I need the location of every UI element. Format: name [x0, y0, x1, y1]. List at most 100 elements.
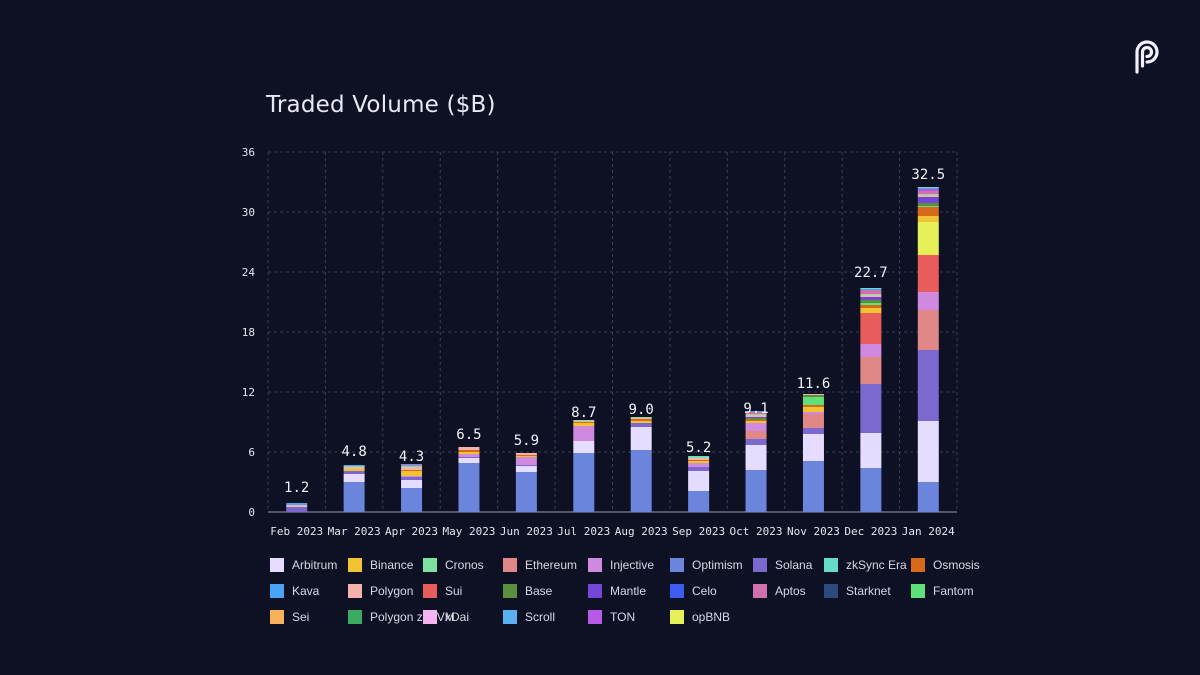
legend-swatch — [753, 584, 767, 598]
bar-segment-osmosis — [573, 422, 595, 423]
bar-segment-polygon — [688, 458, 710, 460]
legend-label: Fantom — [933, 584, 974, 598]
bar-segment-polygon — [401, 467, 423, 470]
legend-swatch — [423, 558, 437, 572]
bar-segment-binance — [573, 423, 595, 426]
bar-segment-polygon — [917, 195, 939, 197]
bar-segment-solana — [688, 467, 710, 471]
x-tick-label: Jun 2023 — [500, 525, 553, 538]
data-label-total: 9.0 — [629, 402, 654, 418]
bar-segment-polygon — [573, 421, 595, 422]
data-label-total: 32.5 — [911, 167, 945, 183]
legend-swatch — [588, 558, 602, 572]
bar-segment-polygon — [515, 453, 537, 455]
legend-label: zkSync Era — [846, 558, 907, 572]
bar-segment-ethereum — [917, 310, 939, 350]
bar-segment-ton — [917, 189, 939, 191]
legend-swatch — [911, 558, 925, 572]
legend-label: Arbitrum — [292, 558, 338, 572]
y-tick-label: 0 — [248, 506, 255, 519]
bar-segment-injective — [802, 412, 824, 414]
legend-label: Scroll — [525, 610, 556, 624]
pyth-logo-icon — [1130, 36, 1164, 76]
bar-segment-base — [860, 300, 882, 303]
y-tick-label: 30 — [242, 206, 255, 219]
legend-swatch — [503, 558, 517, 572]
bar-segment-fantom — [802, 397, 824, 405]
bar-segment-aptos — [745, 412, 767, 414]
bar-segment-arbitrum — [745, 445, 767, 470]
bar-segment-sui — [917, 255, 939, 292]
legend-swatch — [588, 610, 602, 624]
bar-segment-kava — [401, 464, 423, 465]
bar-segment-polygon — [458, 447, 480, 450]
legend-swatch — [423, 584, 437, 598]
legend-swatch — [824, 584, 838, 598]
bar-segment-polygon — [343, 467, 365, 469]
legend-item: Sei — [270, 608, 348, 626]
bar-segment-aptos — [917, 191, 939, 194]
bar-segment-base — [802, 395, 824, 397]
bar-segment-base — [745, 418, 767, 420]
bar-segment-optimism — [401, 488, 423, 512]
bar-segment-zksync-era — [688, 456, 710, 457]
legend-item: Scroll — [503, 608, 588, 626]
legend-label: Polygon — [370, 584, 414, 598]
bar-segment-optimism — [515, 472, 537, 512]
legend-label: Kava — [292, 584, 320, 598]
legend-item: Polygon zkEVM — [348, 608, 455, 626]
legend-label: Starknet — [846, 584, 891, 598]
bar-segment-optimism — [573, 453, 595, 512]
bar-segment-injective — [917, 292, 939, 310]
bar-segment-optimism — [630, 450, 652, 512]
legend-label: Base — [525, 584, 553, 598]
x-tick-label: Apr 2023 — [385, 525, 438, 538]
bar-segment-mantle — [860, 297, 882, 300]
legend-label: Osmosis — [933, 558, 980, 572]
bar-segment-base — [917, 203, 939, 206]
bar-segment-ethereum — [860, 357, 882, 384]
x-tick-label: Jul 2023 — [557, 525, 610, 538]
bar-segment-osmosis — [802, 405, 824, 407]
legend-label: Binance — [370, 558, 414, 572]
bar-segment-zksync-era — [917, 187, 939, 188]
bar-segment-aptos — [401, 465, 423, 466]
bar-segment-arbitrum — [802, 434, 824, 461]
legend-swatch — [670, 610, 684, 624]
legend-item: Optimism — [670, 556, 753, 574]
bar-segment-binance — [745, 421, 767, 423]
legend-item: Arbitrum — [270, 556, 348, 574]
bar-segment-kava — [343, 465, 365, 466]
legend-label: Ethereum — [525, 558, 578, 572]
legend-label: Injective — [610, 558, 655, 572]
bar-segment-mantle — [745, 417, 767, 418]
bar-segment-fantom — [917, 206, 939, 207]
bar-segment-solana — [458, 457, 480, 458]
y-tick-label: 6 — [248, 446, 255, 459]
legend-swatch — [348, 610, 362, 624]
legend-item: Injective — [588, 556, 670, 574]
bar-segment-kava — [745, 411, 767, 412]
legend-item: Ethereum — [503, 556, 588, 574]
x-tick-label: Feb 2023 — [270, 525, 323, 538]
x-tick-label: Sep 2023 — [672, 525, 725, 538]
bar-segment-optimism — [745, 470, 767, 512]
legend-label: xDai — [445, 610, 470, 624]
bar-segment-binance — [860, 308, 882, 313]
data-label-total: 6.5 — [456, 427, 481, 443]
data-label-total: 4.3 — [399, 449, 424, 465]
bar-segment-osmosis — [917, 207, 939, 216]
legend-item: Osmosis — [911, 556, 981, 574]
legend-swatch — [670, 558, 684, 572]
legend-label: Mantle — [610, 584, 647, 598]
legend-label: Sei — [292, 610, 310, 624]
bar-segment-osmosis — [745, 420, 767, 421]
bar-segment-cronos — [343, 466, 365, 467]
bar-segment-binance — [630, 421, 652, 423]
bar-segment-zksync-era — [860, 288, 882, 289]
legend-swatch — [348, 558, 362, 572]
bar-segment-solana — [860, 384, 882, 433]
x-tick-label: Dec 2023 — [844, 525, 897, 538]
bar-segment-arbitrum — [343, 474, 365, 482]
bar-segment-solana — [286, 507, 308, 512]
